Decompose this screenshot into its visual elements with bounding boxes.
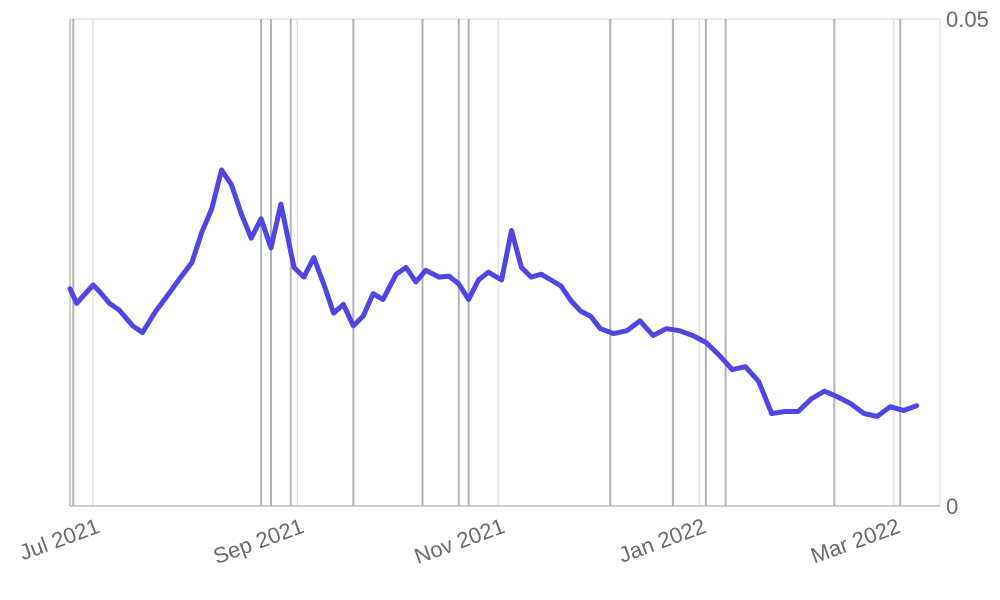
series-line: [67, 167, 920, 419]
x-tick-label: Sep 2021: [210, 513, 307, 569]
series-layer: [67, 167, 920, 419]
x-tick-label: Mar 2022: [807, 513, 903, 568]
x-tick-label: Nov 2021: [411, 513, 508, 569]
grid-layer: [70, 18, 940, 507]
x-tick-label: Jan 2022: [615, 513, 709, 567]
y-tick-label: 0.05: [946, 7, 989, 32]
y-tick-label: 0: [946, 494, 958, 519]
x-tick-label: Jul 2021: [16, 513, 103, 565]
axes: [69, 19, 941, 506]
event-markers: [72, 19, 902, 506]
tick-labels: Jul 2021 Sep 2021 Nov 2021 Jan 2022 Mar 2022…: [16, 7, 989, 569]
